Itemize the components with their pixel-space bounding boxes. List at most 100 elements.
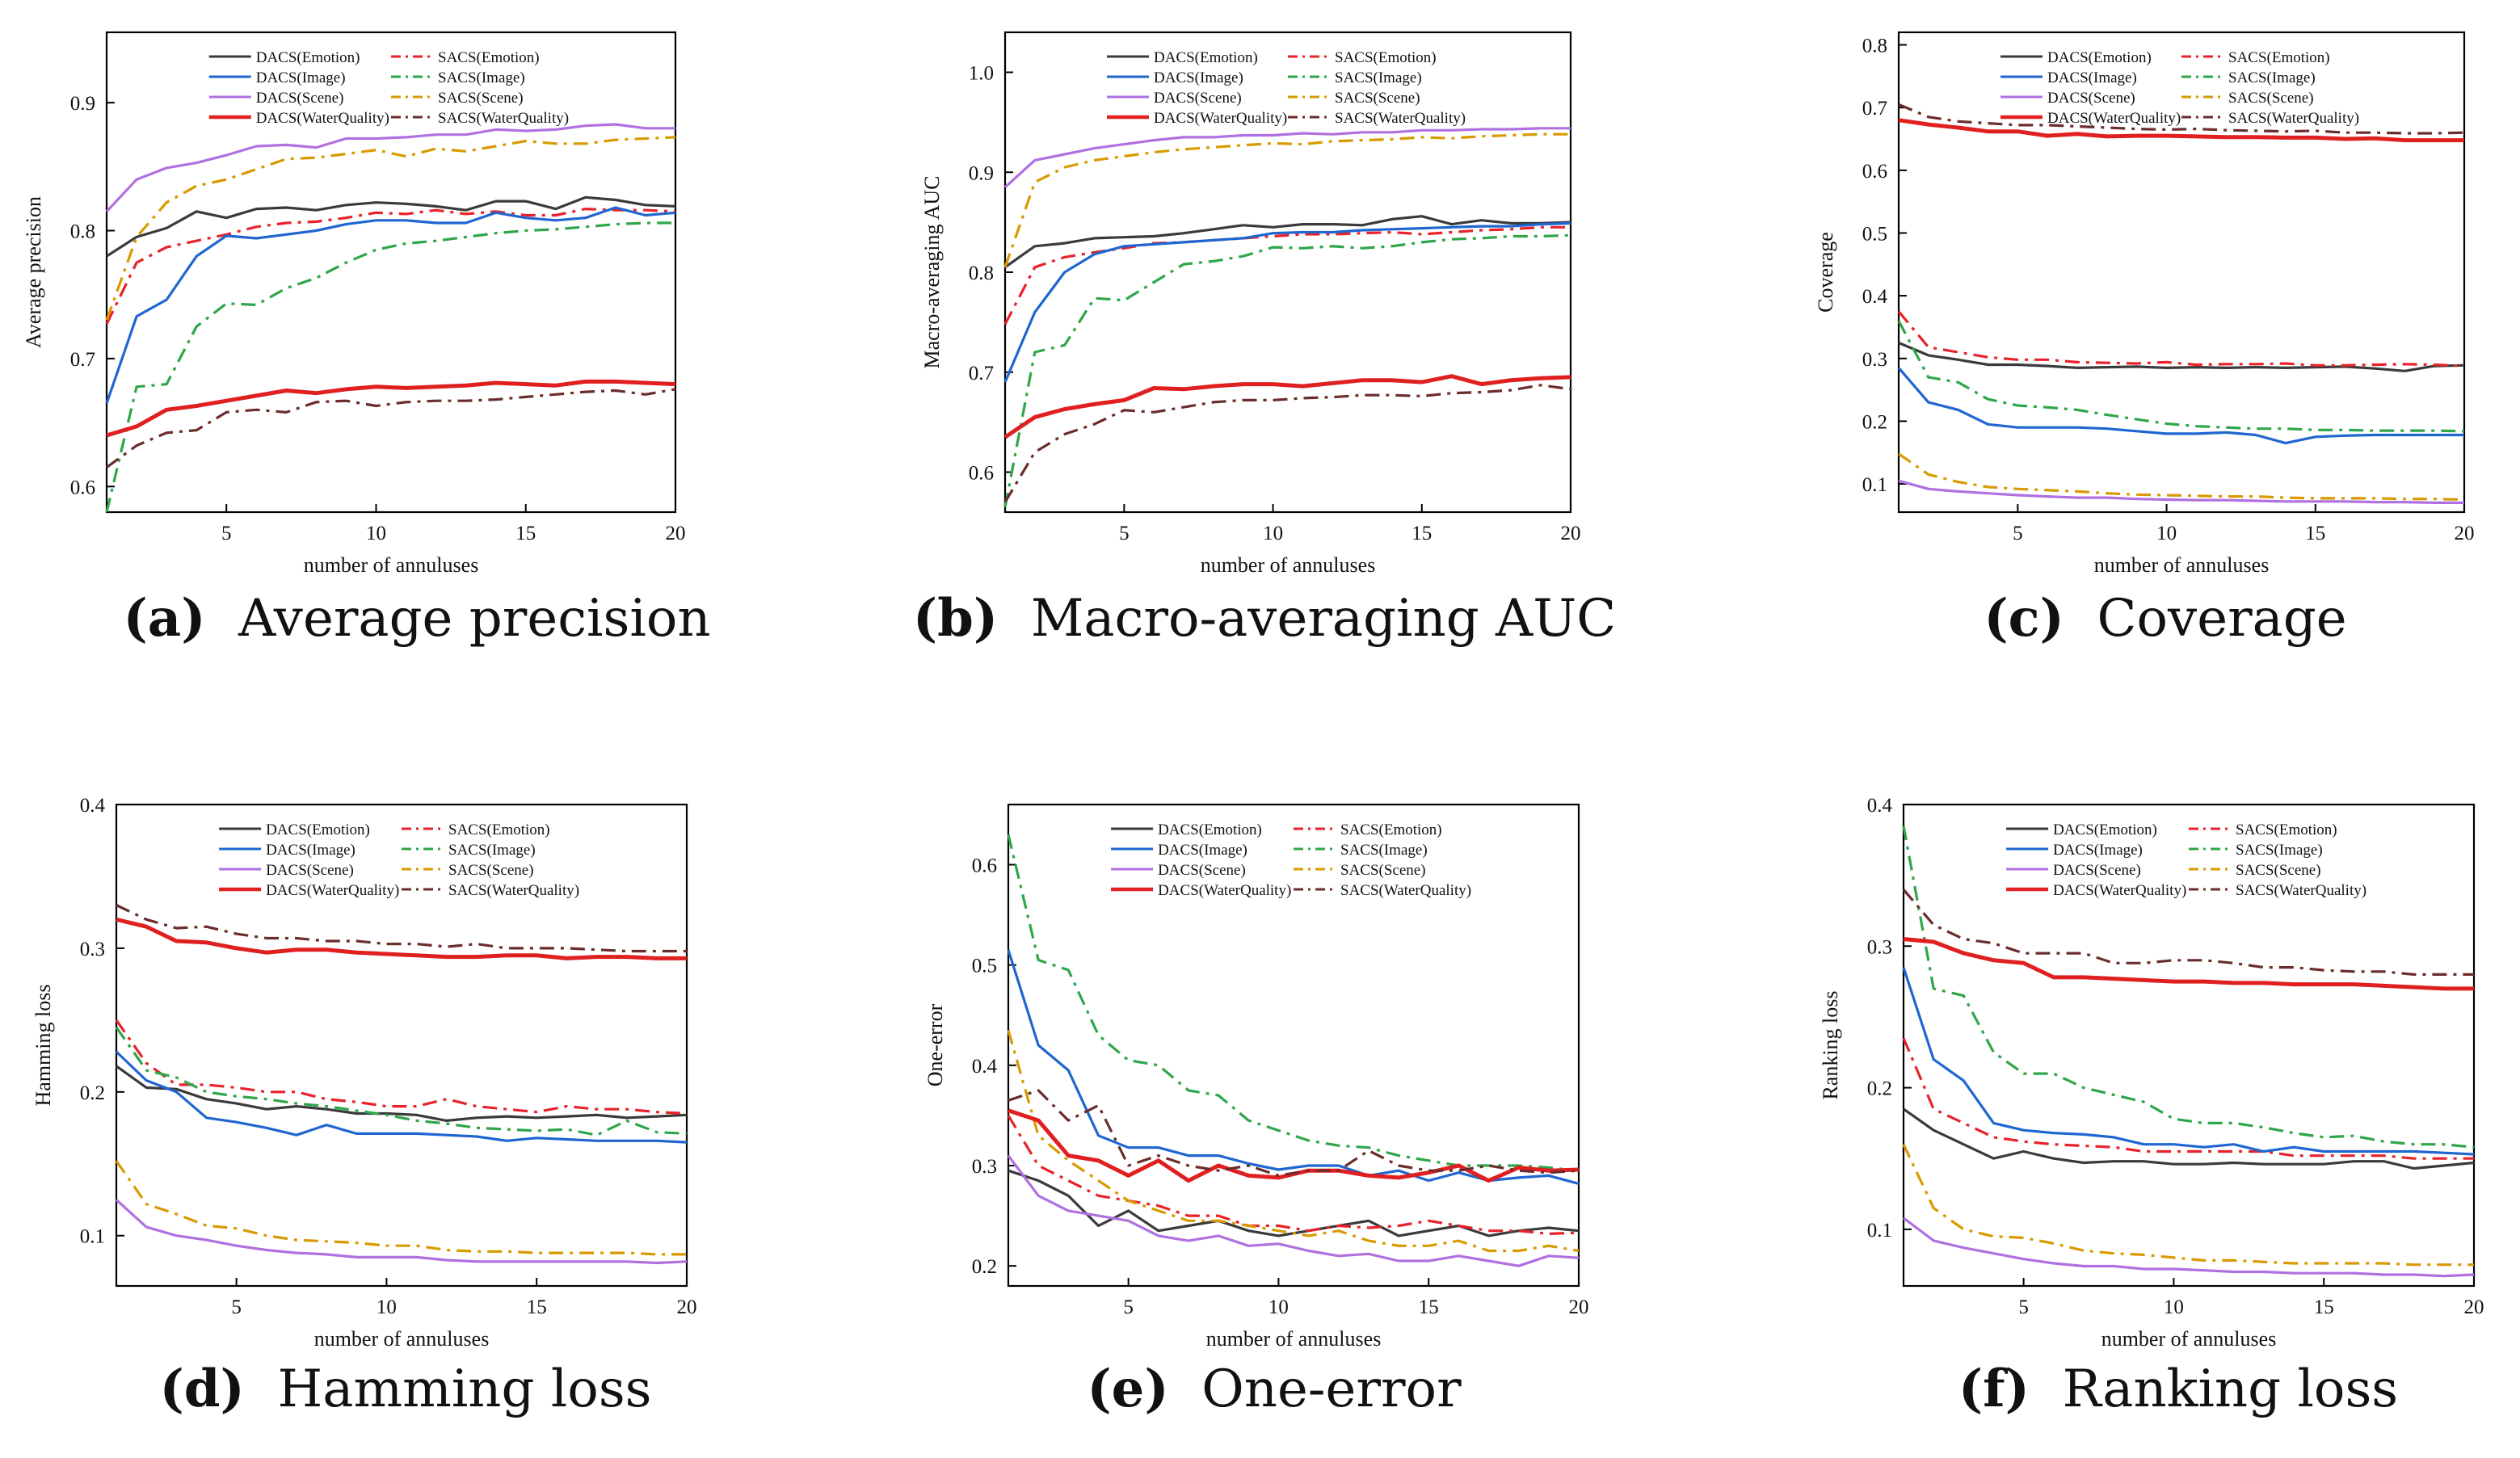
y-tick-label: 0.6: [1862, 161, 1887, 183]
legend-label: SACS(WaterQuality): [2228, 110, 2359, 127]
series-line: [105, 221, 675, 513]
plot-frame: [115, 803, 688, 1288]
y-tick-label: 0.8: [1862, 36, 1887, 57]
series-line: [1898, 452, 2465, 502]
series-line: [1897, 367, 2464, 445]
x-tick-label: 15: [515, 523, 536, 544]
legend-label: SACS(Emotion): [2236, 821, 2337, 838]
x-tick-label: 5: [1123, 1296, 1134, 1318]
series-line: [1007, 949, 1580, 1185]
x-tick-label: 10: [2156, 523, 2177, 544]
series-line: [1898, 479, 2464, 505]
legend-label: SACS(Scene): [438, 90, 524, 107]
series-line: [1902, 889, 2474, 977]
legend-label: DACS(Scene): [256, 90, 344, 107]
x-axis-label: number of annuluses: [2094, 553, 2270, 577]
caption-c-letter: (c): [1984, 588, 2064, 649]
legend-label: SACS(Emotion): [448, 821, 550, 838]
legend-label: DACS(WaterQuality): [1158, 882, 1291, 899]
x-axis-label: number of annuluses: [304, 553, 479, 577]
legend-label: DACS(WaterQuality): [2047, 110, 2181, 127]
legend-label: SACS(WaterQuality): [438, 110, 569, 127]
y-tick-label: 0.5: [1862, 223, 1887, 245]
legend-label: SACS(Emotion): [2228, 49, 2330, 66]
y-tick-label: 0.2: [1862, 411, 1887, 433]
series-line: [1898, 341, 2465, 372]
series-line: [116, 1065, 688, 1123]
legend-label: SACS(Scene): [1335, 90, 1420, 107]
y-tick-label: 0.9: [969, 162, 994, 184]
legend-label: DACS(Image): [266, 842, 355, 859]
series-line: [106, 388, 676, 468]
y-tick-label: 0.5: [972, 956, 997, 977]
chart-f: 5 10 15 20 0.1 0.2 0.3 0.4 number of annuluses Ra…: [1819, 795, 2484, 1351]
legend-label: DACS(Emotion): [1154, 49, 1258, 66]
series-line: [106, 379, 676, 438]
series-line: [116, 917, 687, 960]
legend-label: SACS(Scene): [448, 862, 534, 879]
caption-f-letter: (f): [1958, 1359, 2030, 1419]
legend-label: SACS(Image): [448, 842, 536, 859]
y-tick-label: 0.4: [1862, 286, 1888, 308]
legend-label: DACS(Scene): [2053, 862, 2141, 879]
legend-label: DACS(Scene): [266, 862, 354, 879]
series-line: [1898, 118, 2464, 143]
legend-label: DACS(Image): [256, 69, 346, 86]
caption-d-letter: (d): [159, 1359, 245, 1419]
series-line: [1003, 374, 1571, 439]
series-line: [105, 206, 676, 404]
y-tick-label: 0.4: [1867, 795, 1893, 817]
plot-frame: [1902, 803, 2476, 1288]
chart-d: 5 10 15 20 0.1 0.2 0.3 0.4 number of annuluses Ha…: [32, 795, 697, 1351]
chart-e: 5 10 15 20 0.2 0.3 0.4 0.5 0.6 number of annuluse…: [923, 803, 1589, 1351]
x-tick-label: 5: [1119, 523, 1130, 544]
caption-e-text: One-error: [1201, 1359, 1462, 1419]
caption-b-letter: (b): [912, 588, 999, 649]
y-tick-label: 0.3: [1862, 349, 1887, 371]
series-line: [1902, 1144, 2474, 1267]
legend-label: DACS(Image): [1158, 842, 1247, 859]
y-tick-label: 0.2: [80, 1082, 105, 1104]
series-line: [115, 1019, 688, 1116]
legend-label: SACS(Image): [2228, 69, 2316, 86]
x-tick-label: 20: [1561, 523, 1581, 544]
x-tick-label: 20: [1569, 1296, 1589, 1318]
series-line: [105, 208, 676, 325]
x-tick-label: 15: [2314, 1296, 2334, 1318]
series-line: [1003, 132, 1571, 268]
y-axis-label: One-error: [923, 1003, 947, 1086]
x-tick-label: 10: [1268, 1296, 1289, 1318]
x-axis-label: number of annuluses: [1201, 553, 1376, 577]
legend-label: SACS(Emotion): [438, 49, 540, 66]
x-tick-label: 20: [2464, 1296, 2484, 1318]
caption-e: (e) One-error: [870, 1359, 1678, 1419]
y-tick-label: 0.1: [1867, 1220, 1892, 1242]
legend-label: DACS(Emotion): [256, 49, 360, 66]
caption-d: (d) Hamming loss: [2, 1359, 810, 1419]
y-tick-label: 1.0: [969, 63, 994, 85]
x-tick-label: 15: [1411, 523, 1432, 544]
caption-b-text: Macro-averaging AUC: [1030, 589, 1617, 649]
series-line: [1003, 221, 1571, 383]
y-tick-label: 0.6: [972, 855, 997, 877]
series-line: [105, 136, 676, 321]
caption-b: (b) Macro-averaging AUC: [860, 588, 1668, 649]
plot-frame: [105, 31, 677, 514]
legend-label: DACS(WaterQuality): [2053, 882, 2186, 899]
series-line: [1007, 1115, 1580, 1236]
y-tick-label: 0.1: [80, 1226, 105, 1248]
series-line: [1903, 937, 2474, 991]
series-line: [116, 904, 687, 953]
legend-label: DACS(WaterQuality): [1154, 110, 1287, 127]
y-tick-label: 0.7: [70, 349, 95, 371]
legend-label: DACS(Scene): [1154, 90, 1242, 107]
legend-label: SACS(WaterQuality): [2236, 882, 2366, 899]
x-tick-label: 10: [366, 523, 386, 544]
x-axis-label: number of annuluses: [314, 1327, 490, 1351]
series-line: [1898, 103, 2465, 135]
series-line: [1897, 310, 2465, 368]
caption-a: (a) Average precision: [13, 588, 821, 649]
series-line: [1903, 1216, 2475, 1278]
x-tick-label: 5: [2013, 523, 2023, 544]
